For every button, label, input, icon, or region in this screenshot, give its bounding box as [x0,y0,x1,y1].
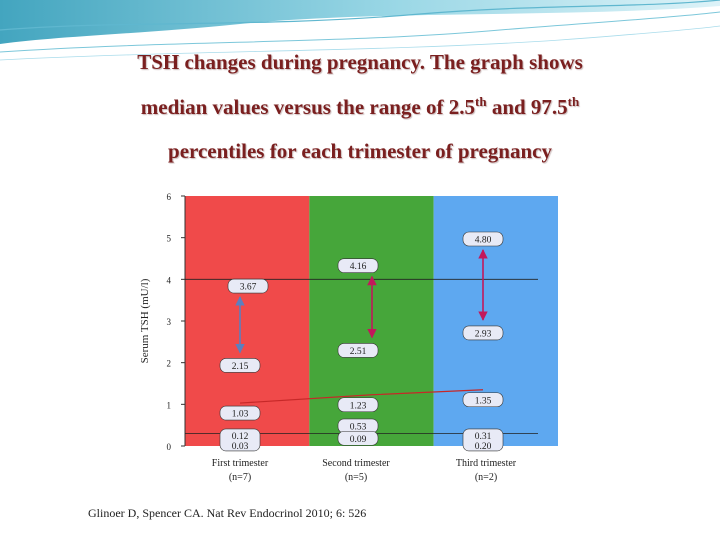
median-label-1-box [219,405,261,421]
median-label-1: 1.03 [232,410,249,420]
lower-range-box-3 [462,428,504,452]
upper-low-label-3-box [462,325,504,341]
upper-high-label-3: 4.80 [475,236,492,246]
y-tick-label: 1 [167,400,172,410]
lower-high-label-3: 0.31 [475,432,492,442]
lower-low-label-2-box [337,430,379,446]
median-label-2: 1.23 [350,401,367,411]
y-tick-label: 4 [167,275,172,285]
upper-low-label-2: 2.51 [350,347,367,357]
lower-range-box-1 [219,428,261,452]
lower-low-label-1: 0.03 [232,442,249,452]
category-label-1: First trimester [212,458,269,469]
slide-title-line-2: median values versus the range of 2.5th … [140,94,580,119]
category-label-3: Third trimester [456,458,517,469]
y-tick-label: 6 [167,192,172,202]
upper-high-label-2: 4.16 [350,262,367,272]
upper-low-label-1-box [219,358,261,373]
median-label-2-box [337,397,379,413]
upper-high-label-2-box [337,258,379,273]
y-tick-label: 2 [167,359,172,369]
category-n-3: (n=2) [475,472,497,483]
y-tick-label: 3 [167,317,172,327]
upper-high-label-3-box [462,231,504,247]
trimester-band-1 [185,196,310,446]
category-n-2: (n=5) [345,472,367,483]
upper-low-label-1: 2.15 [232,362,249,372]
lower-high-label-2: 0.53 [350,422,367,432]
upper-high-label-1: 3.67 [240,283,257,293]
header-wave-decoration [0,0,720,61]
lower-high-label-1: 0.12 [232,432,249,442]
citation: Glinoer D, Spencer CA. Nat Rev Endocrino… [88,506,367,520]
y-axis-label: Serum TSH (mU/l) [139,278,151,363]
median-trend-line [239,389,484,404]
upper-low-label-2-box [337,343,379,358]
median-label-3-box [462,392,504,408]
median-label-3: 1.35 [475,396,492,406]
y-tick-label: 0 [167,442,172,452]
y-tick-label: 5 [167,234,172,244]
lower-low-label-3: 0.20 [475,442,492,452]
upper-high-label-1-box [227,278,269,294]
lower-low-label-2: 0.09 [350,435,367,445]
slide-title-line-3: percentiles for each trimester of pregna… [168,139,552,163]
category-label-2: Second trimester [322,458,390,469]
category-n-1: (n=7) [229,472,251,483]
slide-title-line-1: TSH changes during pregnancy. The graph … [137,50,583,74]
upper-low-label-3: 2.93 [475,329,492,339]
